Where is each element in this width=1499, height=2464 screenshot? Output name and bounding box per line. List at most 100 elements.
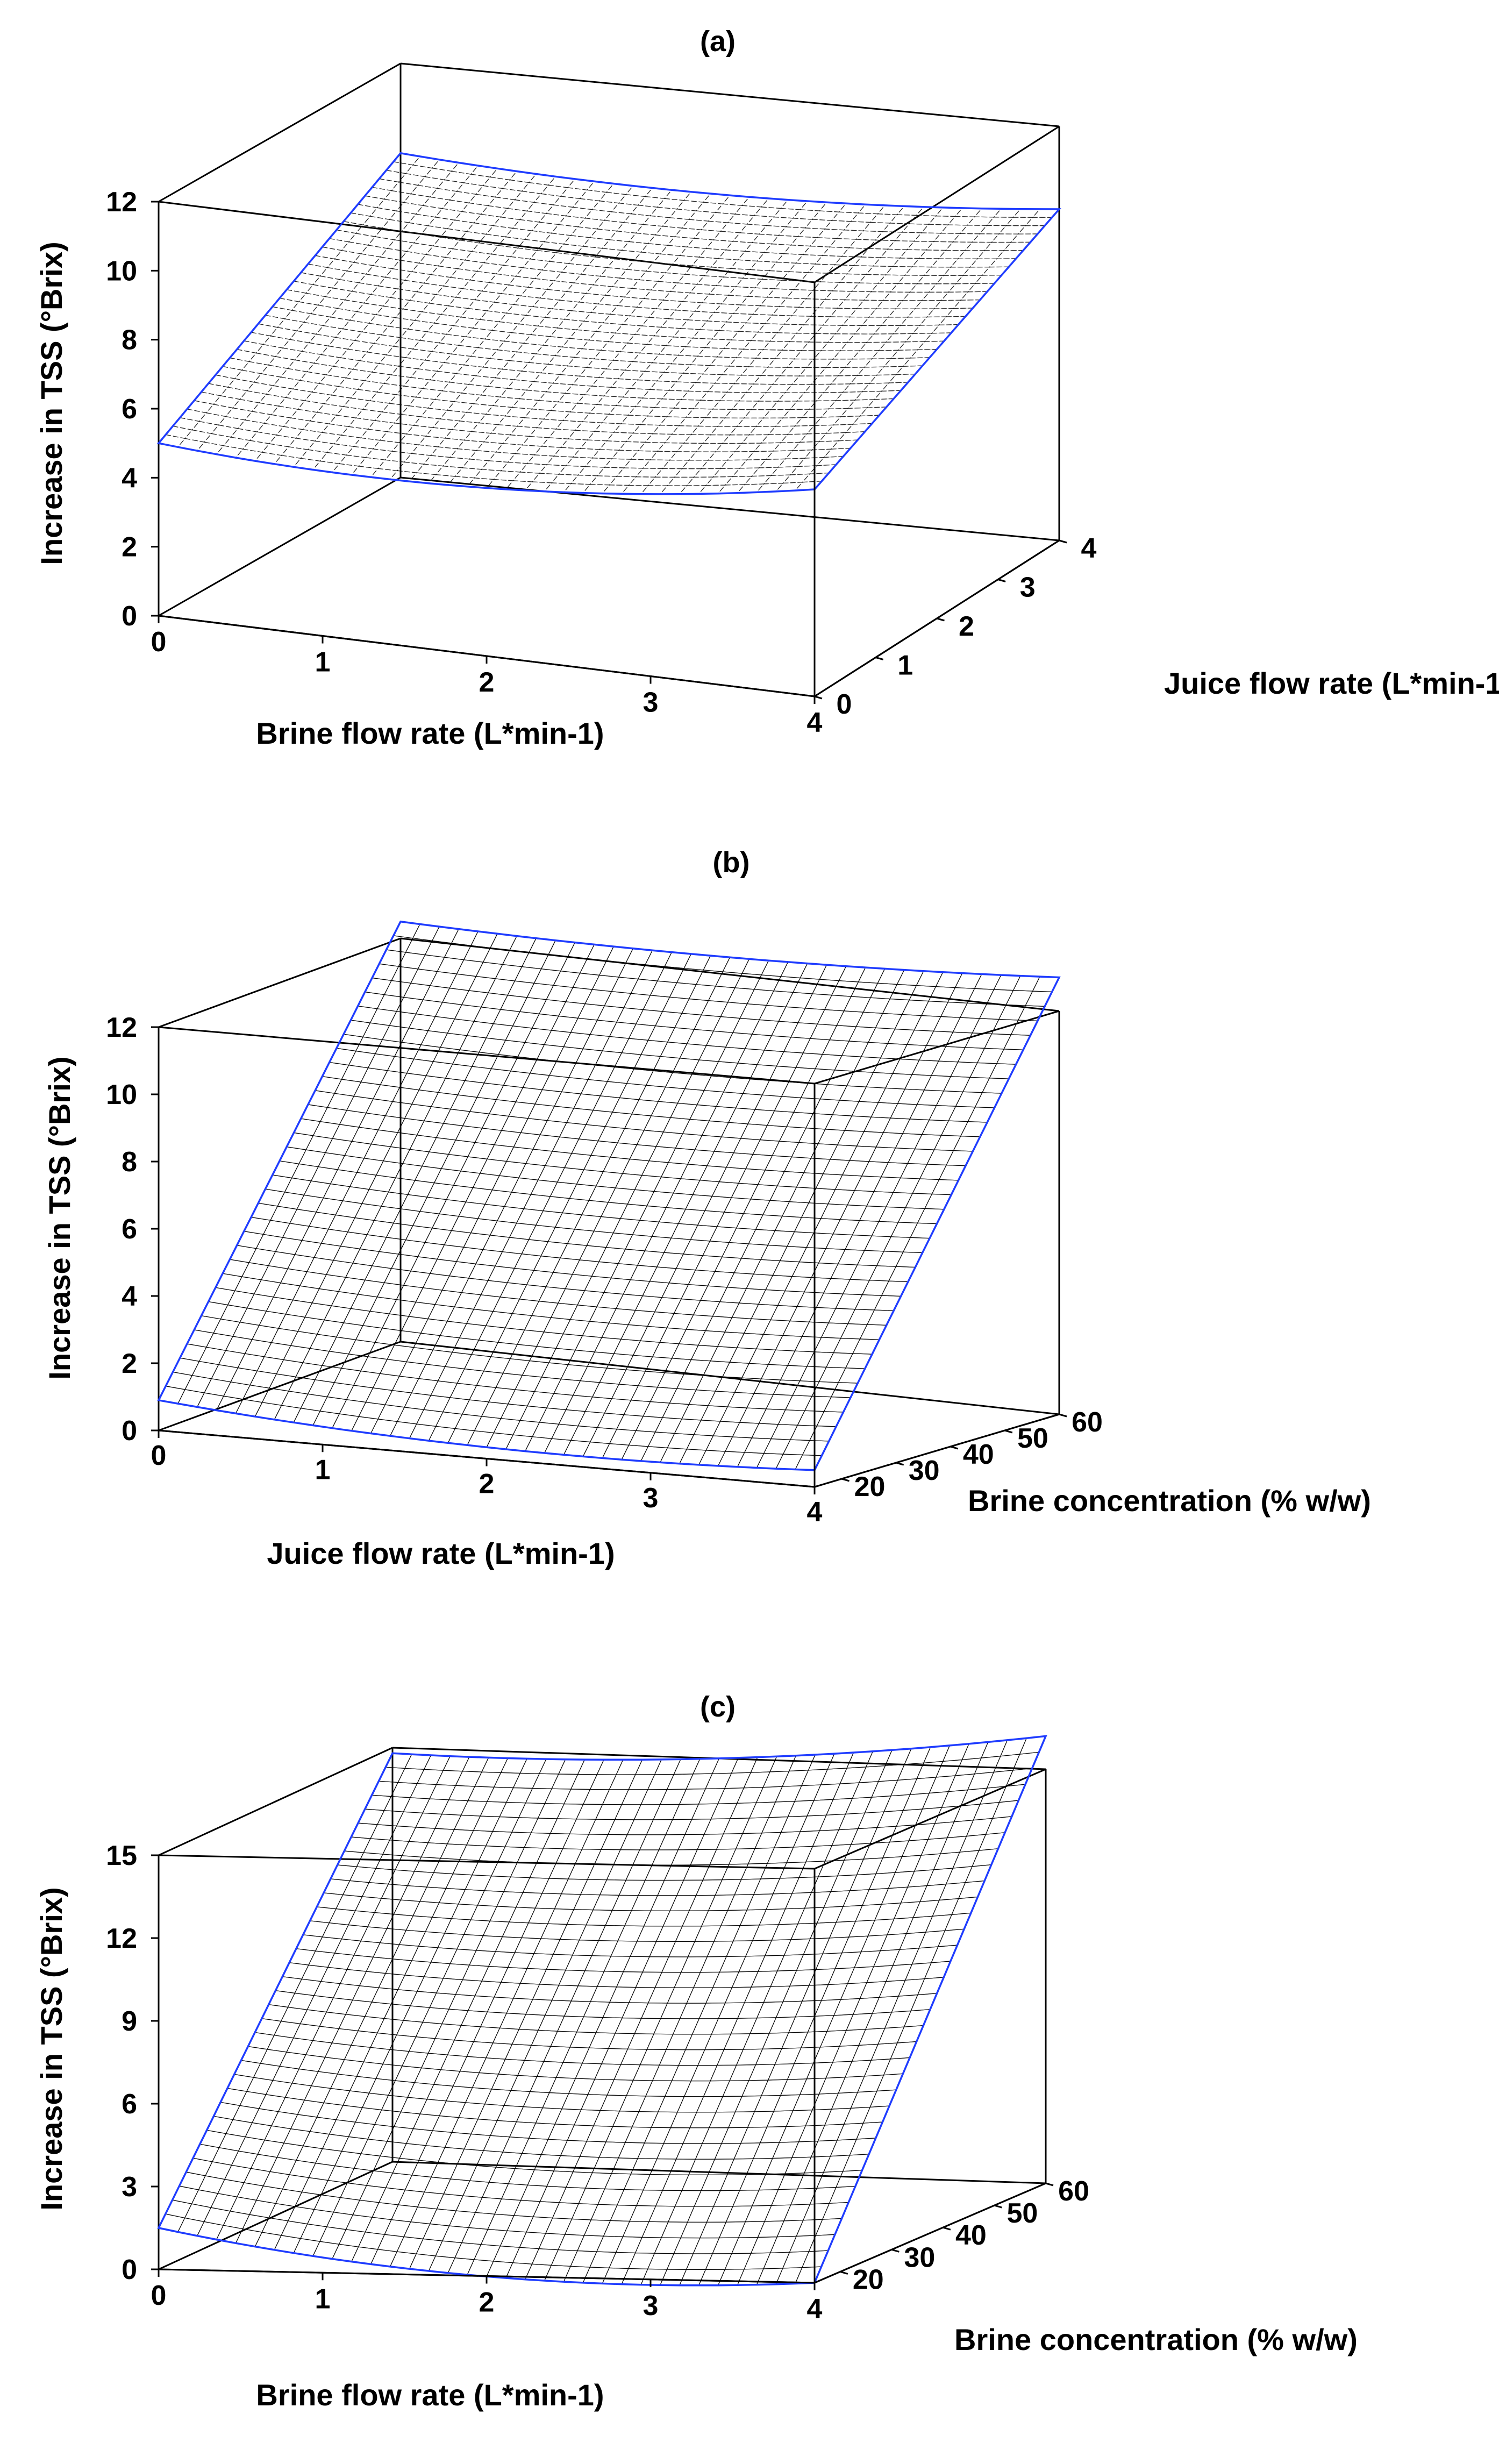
- surface-patch: [533, 446, 562, 457]
- surface-patch: [342, 2090, 370, 2108]
- surface-patch: [406, 1347, 434, 1365]
- surface-patch: [668, 1941, 696, 1957]
- surface-patch: [444, 1918, 472, 1935]
- surface-patch: [711, 2018, 738, 2035]
- surface-patch: [412, 1211, 440, 1229]
- surface-patch: [504, 1832, 532, 1848]
- surface-patch: [509, 1222, 537, 1240]
- surface-patch: [366, 1220, 394, 1238]
- surface-patch: [589, 1427, 617, 1444]
- surface-patch: [383, 190, 412, 203]
- surface-patch: [301, 1964, 329, 1982]
- surface-patch: [672, 1804, 699, 1820]
- surface-patch: [568, 1063, 596, 1080]
- surface-patch: [396, 2020, 424, 2038]
- surface-patch: [712, 1301, 740, 1318]
- surface-patch: [651, 1101, 679, 1118]
- surface-patch: [984, 1033, 1012, 1050]
- surface-patch: [627, 2033, 654, 2050]
- z-tick-label: 6: [122, 394, 137, 425]
- surface-patch: [741, 958, 769, 975]
- surface-patch: [308, 1950, 336, 1968]
- z-tick-label: 12: [106, 1923, 137, 1954]
- surface-patch: [609, 1774, 636, 1790]
- surface-patch: [709, 1106, 737, 1123]
- surface-patch: [555, 1333, 583, 1351]
- z-tick-label: 4: [122, 1281, 137, 1312]
- surface-patch: [591, 449, 620, 459]
- surface-patch: [516, 1208, 544, 1226]
- surface-patch: [449, 268, 478, 281]
- surface-patch: [290, 2114, 318, 2132]
- surface-patch: [203, 433, 232, 446]
- surface-patch: [416, 1120, 444, 1138]
- surface-patch: [645, 2080, 673, 2097]
- surface-patch: [323, 395, 352, 407]
- surface-patch: [661, 1283, 689, 1300]
- surface-patch: [798, 298, 826, 309]
- surface-patch: [613, 2064, 641, 2081]
- surface-patch: [653, 2018, 681, 2035]
- surface-patch: [703, 1076, 731, 1093]
- y-tick-label: 50: [1017, 1423, 1048, 1454]
- surface-patch: [215, 366, 243, 379]
- surface-patch: [790, 236, 818, 247]
- surface-patch: [323, 316, 351, 330]
- surface-patch: [640, 2002, 668, 2019]
- surface-patch: [591, 1261, 619, 1279]
- surface-patch: [326, 258, 355, 272]
- surface-patch: [449, 1948, 477, 1965]
- surface-patch: [427, 1304, 455, 1322]
- surface-patch: [492, 1816, 519, 1833]
- surface-patch: [611, 450, 639, 460]
- surface-patch: [688, 1390, 716, 1406]
- surface-patch: [352, 1248, 380, 1266]
- box-front-edge: [814, 1413, 1060, 1488]
- surface-patch: [574, 2109, 601, 2126]
- surface-patch: [399, 1073, 427, 1091]
- surface-patch: [404, 2175, 432, 2192]
- surface-patch: [489, 1220, 517, 1238]
- surface-patch: [593, 1216, 621, 1234]
- surface-patch: [456, 182, 484, 195]
- surface-patch: [442, 1963, 470, 1981]
- surface-patch: [516, 417, 545, 429]
- surface-patch: [626, 2080, 653, 2097]
- surface-patch: [882, 1117, 911, 1134]
- surface-patch: [738, 322, 766, 333]
- surface-patch: [565, 1394, 593, 1412]
- surface-patch: [727, 987, 755, 1005]
- surface-patch: [709, 357, 737, 367]
- surface-patch: [349, 2076, 377, 2093]
- surface-patch: [692, 1180, 720, 1197]
- surface-patch: [649, 1386, 677, 1404]
- surface-patch: [367, 1912, 395, 1929]
- surface-patch: [273, 376, 301, 389]
- surface-patch: [673, 328, 701, 339]
- surface-patch: [723, 1077, 751, 1094]
- surface-patch: [572, 375, 600, 387]
- surface-patch: [690, 1224, 718, 1242]
- surface-patch: [598, 1247, 626, 1264]
- surface-patch: [563, 1789, 591, 1805]
- box-edge: [158, 1747, 393, 1856]
- surface-patch: [783, 315, 812, 325]
- surface-patch: [455, 1979, 483, 1997]
- surface-patch: [769, 2235, 797, 2253]
- surface-patch: [369, 391, 397, 404]
- surface-patch: [582, 412, 610, 423]
- surface-patch: [372, 1251, 399, 1269]
- surface-patch: [559, 1924, 587, 1941]
- surface-patch: [212, 395, 241, 409]
- surface-patch: [465, 1875, 492, 1891]
- surface-patch: [873, 257, 901, 267]
- surface-patch: [745, 314, 773, 324]
- surface-patch: [751, 2189, 779, 2206]
- surface-patch: [746, 1273, 774, 1291]
- surface-patch: [734, 2095, 762, 2113]
- surface-patch: [559, 1122, 587, 1140]
- box-edge: [392, 2161, 1046, 2184]
- surface-patch: [654, 2237, 681, 2254]
- surface-patch: [722, 2080, 750, 2097]
- surface-patch: [666, 1774, 694, 1790]
